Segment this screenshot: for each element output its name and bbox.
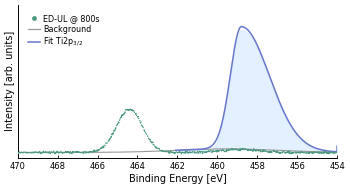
X-axis label: Binding Energy [eV]: Binding Energy [eV] <box>128 174 226 184</box>
Legend: ED-UL @ 800s, Background, Fit Ti2p$_{3/2}$: ED-UL @ 800s, Background, Fit Ti2p$_{3/2… <box>25 10 103 52</box>
Y-axis label: Intensity [arb. units]: Intensity [arb. units] <box>5 31 15 131</box>
